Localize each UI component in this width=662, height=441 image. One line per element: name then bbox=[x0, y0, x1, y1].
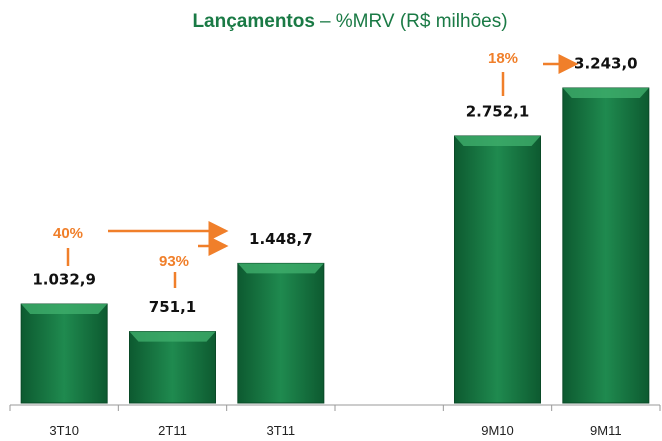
bar bbox=[562, 87, 650, 404]
bar-bevel bbox=[21, 304, 108, 315]
value-label: 751,1 bbox=[149, 298, 196, 316]
bar-bevel bbox=[129, 331, 216, 342]
value-label: 3.243,0 bbox=[574, 55, 638, 73]
bar bbox=[454, 135, 541, 404]
x-tick-label: 9M10 bbox=[481, 423, 514, 438]
value-label: 1.032,9 bbox=[32, 271, 96, 289]
x-tick-label: 3T11 bbox=[266, 423, 295, 438]
annotation: 40% bbox=[53, 225, 83, 242]
value-label: 1.448,7 bbox=[249, 230, 313, 248]
x-tick-label: 2T11 bbox=[158, 423, 187, 438]
subtitle: – %MRV (R$ milhões) bbox=[320, 11, 508, 32]
value-label: 2.752,1 bbox=[466, 102, 530, 120]
x-tick-label: 9M11 bbox=[590, 423, 622, 438]
x-tick-label: 3T10 bbox=[49, 423, 79, 438]
annotation: 93% bbox=[159, 253, 189, 270]
bar bbox=[237, 262, 325, 404]
bar-bevel bbox=[562, 88, 649, 98]
chart-title: Lançamentos – %MRV (R$ milhões) bbox=[192, 11, 507, 32]
title: Lançamentos bbox=[192, 11, 314, 32]
bar-bevel bbox=[237, 263, 324, 274]
annotation: 18% bbox=[488, 50, 518, 67]
bar bbox=[20, 303, 108, 404]
arrows bbox=[66, 54, 579, 288]
bar bbox=[129, 331, 216, 404]
bar-bevel bbox=[454, 135, 541, 146]
